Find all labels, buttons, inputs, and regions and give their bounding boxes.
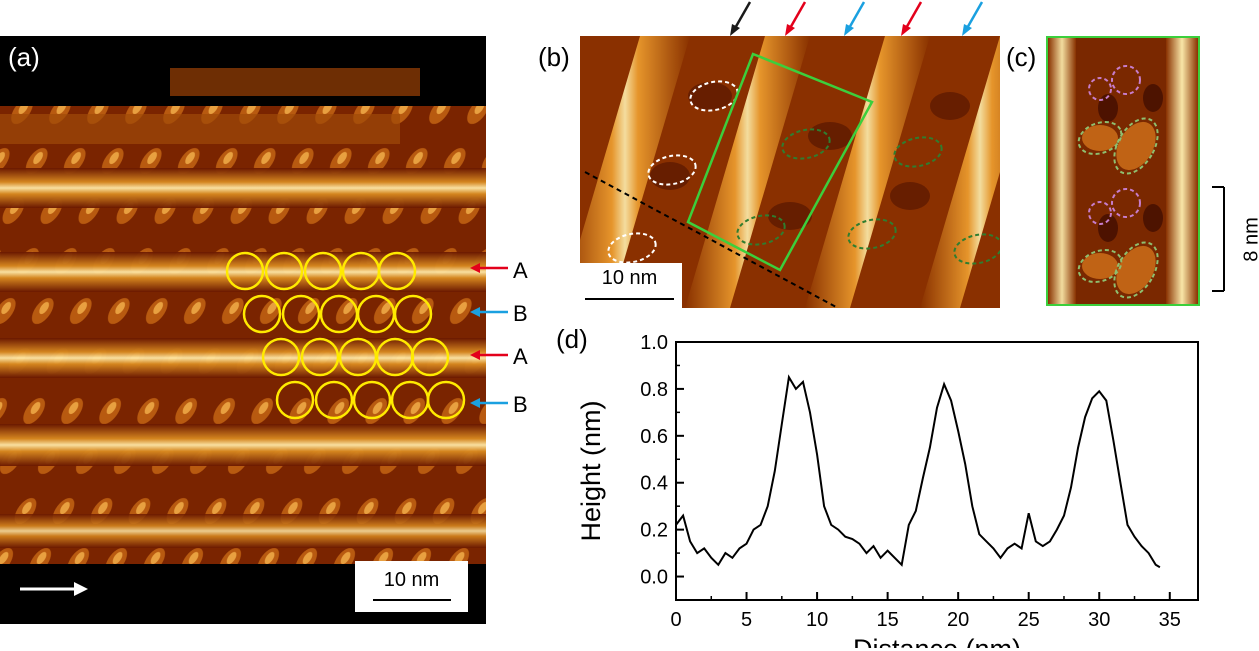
row-arrows	[470, 263, 508, 408]
yellow-circle	[281, 294, 321, 334]
x-tick-label: 10	[806, 609, 828, 631]
panel-c-stm-image	[1046, 36, 1200, 306]
panel-c-scale-label: 8 nm	[1240, 217, 1259, 261]
panel-b-scale-bar: 10 nm	[577, 263, 682, 308]
panel-a-label: (a)	[8, 42, 40, 72]
row-label-b: B	[513, 392, 528, 417]
panel-d-label: (d)	[556, 324, 588, 354]
top-arrows	[730, 1, 984, 36]
height-profile-line	[675, 374, 1161, 569]
yellow-circle	[303, 251, 343, 291]
yellow-circle	[410, 337, 450, 377]
plot-frame	[675, 341, 1199, 601]
panel-c-scale-bar	[1212, 186, 1225, 292]
x-tick-label: 20	[947, 609, 969, 631]
x-tick-label: 5	[741, 609, 752, 631]
yellow-circle	[261, 337, 301, 377]
panel-a-scale-bar: 10 nm	[355, 561, 468, 612]
panel-b-svg	[580, 36, 1000, 308]
yellow-circle	[275, 380, 315, 420]
x-axis-label: Distance (nm)	[853, 634, 1021, 648]
pink-circle	[1111, 65, 1141, 95]
panel-a-svg	[0, 36, 486, 624]
panel-c-label: (c)	[1006, 42, 1037, 72]
panel-a-stm-image	[0, 36, 486, 624]
pink-circle	[1088, 201, 1112, 225]
green-ellipse	[893, 136, 943, 168]
panel-c-svg	[1048, 38, 1198, 304]
y-tick-label: 1.0	[640, 332, 668, 354]
yellow-circle	[314, 380, 354, 420]
y-tick-label: 0.2	[640, 520, 668, 542]
scale-bar-label: 10 nm	[601, 267, 658, 289]
yellow-circle	[242, 294, 282, 334]
x-tick-label: 25	[1018, 609, 1040, 631]
yellow-circle	[264, 251, 304, 291]
y-tick-label: 0.4	[640, 473, 668, 495]
scan-direction-arrow	[20, 582, 88, 596]
green-ellipse	[953, 233, 1000, 265]
green-ellipse	[736, 214, 786, 246]
yellow-circle	[352, 380, 392, 420]
yellow-circle	[426, 380, 466, 420]
scale-bar-label: 10 nm	[383, 569, 440, 591]
scale-bar-line	[585, 298, 674, 300]
x-tick-label: 0	[670, 609, 681, 631]
selection-box	[686, 52, 874, 272]
profile-line	[584, 171, 839, 308]
yellow-circle	[393, 294, 433, 334]
green-ellipse	[781, 128, 831, 160]
white-ellipse	[607, 232, 657, 264]
scale-bar-line	[373, 599, 451, 601]
green-ellipse	[847, 218, 897, 250]
pink-circle	[1111, 188, 1141, 218]
pink-circle	[1088, 77, 1112, 101]
y-axis-label: Height (nm)	[576, 400, 606, 541]
panel-b-stm-image	[580, 36, 1000, 308]
row-label-a: A	[513, 344, 528, 369]
panel-b-label: (b)	[538, 42, 570, 72]
row-label-a: A	[513, 258, 528, 283]
y-tick-label: 0.6	[640, 426, 668, 448]
row-label-b: B	[513, 301, 528, 326]
x-tick-label: 35	[1159, 609, 1181, 631]
yellow-circle	[300, 337, 340, 377]
height-profile-chart: 0 5 10 15 20 25 30 35 0.0 0.2 0.4 0.6 0.8 1.0 Distanc…	[576, 332, 1199, 648]
yellow-circle	[377, 251, 417, 291]
y-tick-label: 0.8	[640, 379, 668, 401]
y-tick-label: 0.0	[640, 567, 668, 589]
white-ellipse	[647, 154, 697, 186]
yellow-circle	[225, 251, 265, 291]
x-tick-label: 15	[876, 609, 898, 631]
x-tick-label: 30	[1088, 609, 1110, 631]
